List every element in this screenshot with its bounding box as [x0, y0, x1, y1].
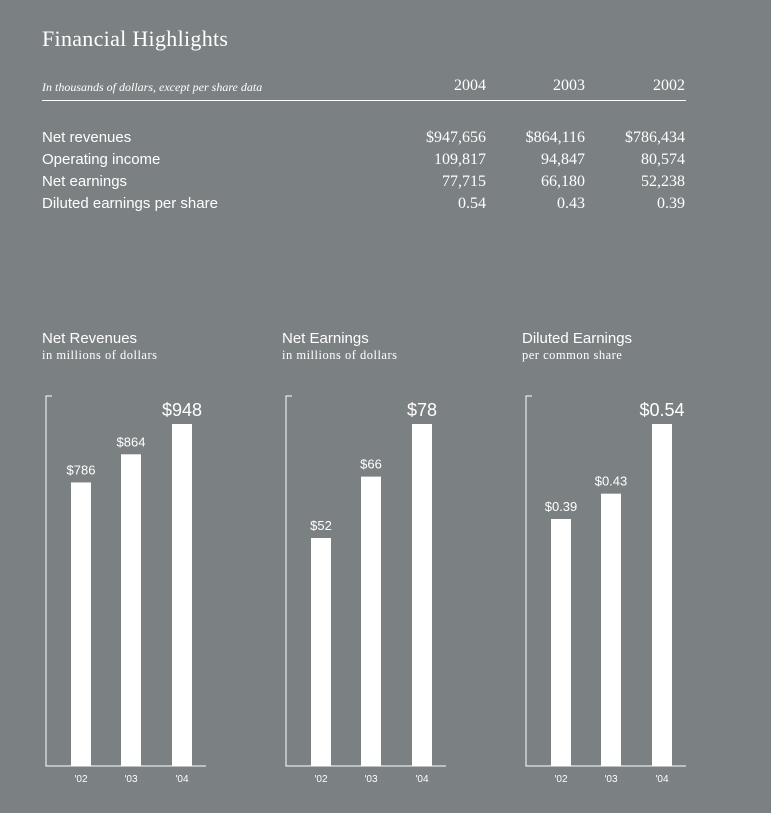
net-revenues-value-label-1: $864 [117, 434, 146, 449]
chart-subtitle-diluted-earnings: per common share [522, 348, 623, 362]
diluted-earnings-bar-2 [652, 424, 672, 766]
diluted-earnings-bar-1 [601, 493, 621, 766]
diluted-earnings-value-label-0: $0.39 [545, 499, 578, 514]
year-header-2003: 2003 [553, 77, 585, 94]
row-label-net-earnings: Net earnings [42, 173, 128, 190]
chart-subtitle-net-revenues: in millions of dollars [42, 348, 158, 362]
year-header-2002: 2002 [653, 77, 685, 94]
page-title: Financial Highlights [42, 26, 229, 51]
diluted-earnings-chart: $0.39 '02 $0.43 '03 $0.54 '04 [525, 395, 686, 785]
chart-title-net-revenues: Net Revenues [42, 330, 138, 347]
net-earnings-value-label-0: $52 [310, 518, 332, 533]
cell-operating-income-2003: 94,847 [541, 151, 585, 168]
net-revenues-value-label-2: $948 [162, 400, 202, 420]
cell-net-revenues-2002: $786,434 [625, 129, 685, 146]
cell-net-revenues-2003: $864,116 [525, 129, 585, 146]
diluted-earnings-tick-label-1: '03 [604, 774, 617, 785]
chart-subtitle-net-earnings: in millions of dollars [282, 348, 398, 362]
net-earnings-bar-2 [412, 424, 432, 766]
diluted-earnings-tick-label-0: '02 [554, 774, 567, 785]
chart-title-diluted-earnings: Diluted Earnings [522, 330, 633, 347]
year-header-2004: 2004 [454, 77, 486, 94]
diluted-earnings-value-label-2: $0.54 [639, 400, 684, 420]
net-revenues-bar-0 [71, 482, 91, 766]
table-subtitle: In thousands of dollars, except per shar… [42, 80, 263, 94]
net-earnings-value-label-2: $78 [407, 400, 437, 420]
net-revenues-value-label-0: $786 [67, 462, 96, 477]
row-label-net-revenues: Net revenues [42, 129, 132, 146]
net-earnings-tick-label-0: '02 [314, 774, 327, 785]
net-earnings-value-label-1: $66 [360, 457, 382, 472]
row-label-diluted-eps: Diluted earnings per share [42, 195, 218, 212]
row-label-operating-income: Operating income [42, 151, 161, 168]
net-revenues-tick-label-2: '04 [175, 774, 188, 785]
net-earnings-bar-0 [311, 538, 331, 766]
net-earnings-chart: $52 '02 $66 '03 $78 '04 [285, 395, 446, 785]
net-revenues-chart: $786 '02 $864 '03 $948 '04 [45, 395, 206, 785]
header-divider [42, 100, 686, 101]
cell-net-earnings-2004: 77,715 [442, 173, 486, 190]
diluted-earnings-tick-label-2: '04 [655, 774, 668, 785]
cell-net-revenues-2004: $947,656 [426, 129, 486, 146]
cell-diluted-eps-2004: 0.54 [458, 195, 486, 212]
cell-operating-income-2004: 109,817 [434, 151, 486, 168]
chart-title-net-earnings: Net Earnings [282, 330, 369, 347]
cell-diluted-eps-2003: 0.43 [557, 195, 585, 212]
net-revenues-bar-1 [121, 454, 141, 766]
net-earnings-tick-label-2: '04 [415, 774, 428, 785]
cell-operating-income-2002: 80,574 [641, 151, 685, 168]
diluted-earnings-bar-0 [551, 519, 571, 766]
net-revenues-bar-2 [172, 424, 192, 766]
net-earnings-tick-label-1: '03 [364, 774, 377, 785]
net-revenues-tick-label-0: '02 [74, 774, 87, 785]
net-revenues-tick-label-1: '03 [124, 774, 137, 785]
cell-net-earnings-2003: 66,180 [541, 173, 585, 190]
cell-diluted-eps-2002: 0.39 [657, 195, 685, 212]
diluted-earnings-value-label-1: $0.43 [595, 474, 628, 489]
cell-net-earnings-2002: 52,238 [641, 173, 685, 190]
net-earnings-bar-1 [361, 476, 381, 766]
